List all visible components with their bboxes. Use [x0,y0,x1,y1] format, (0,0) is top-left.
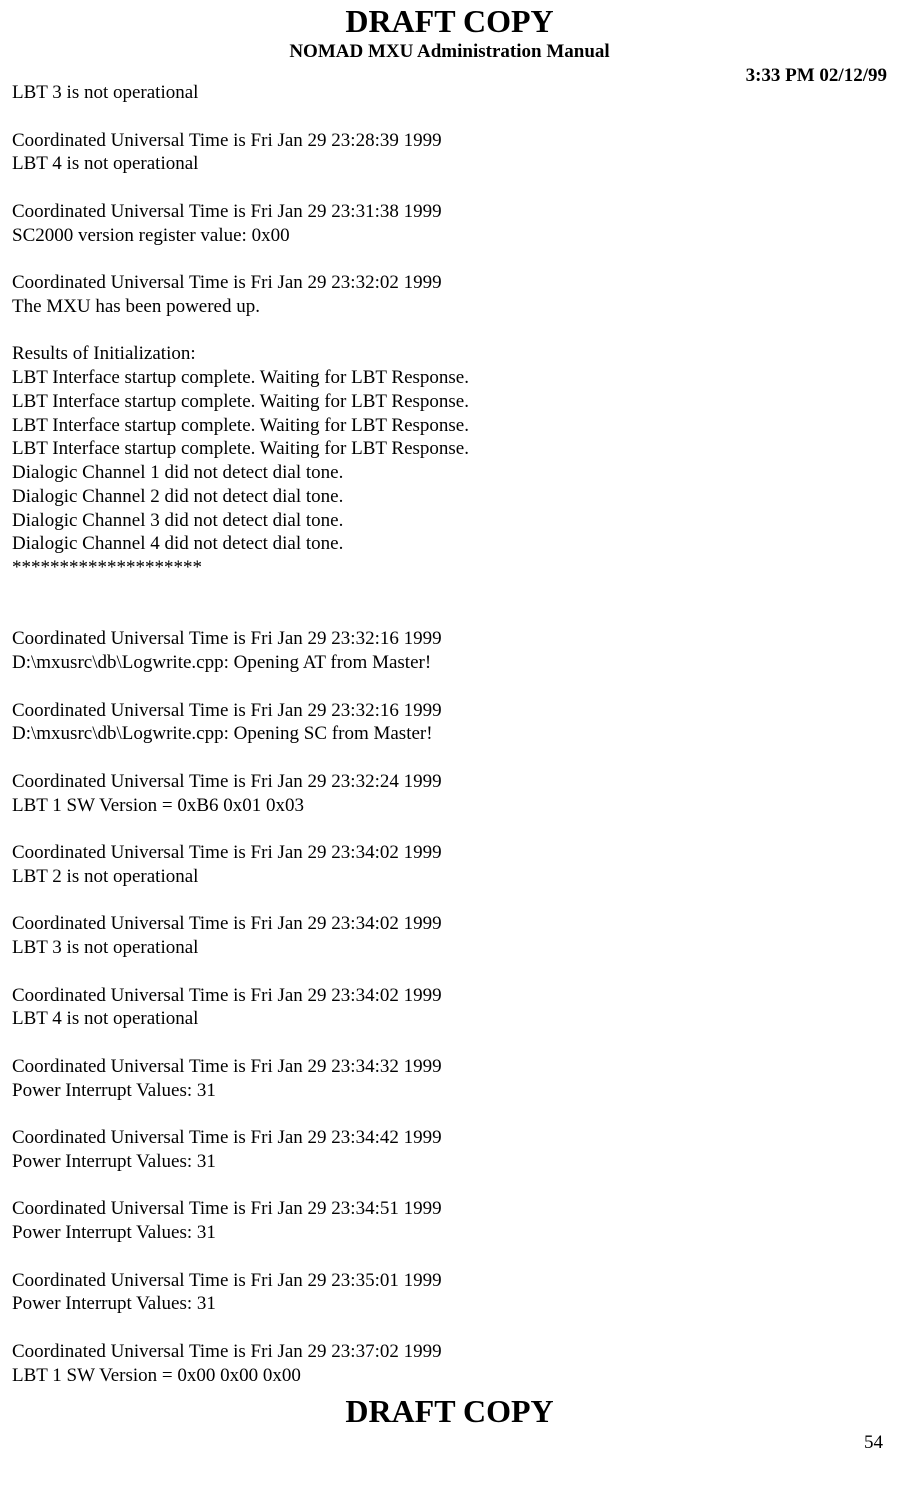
header-draft-copy: DRAFT COPY [12,4,887,39]
header-subtitle: NOMAD MXU Administration Manual [12,41,887,63]
document-page: DRAFT COPY NOMAD MXU Administration Manu… [0,0,899,1462]
page-number: 54 [12,1432,887,1454]
log-body-text: LBT 3 is not operational Coordinated Uni… [12,81,887,1387]
page-header: DRAFT COPY NOMAD MXU Administration Manu… [12,4,887,63]
footer-draft-copy: DRAFT COPY [12,1393,887,1430]
